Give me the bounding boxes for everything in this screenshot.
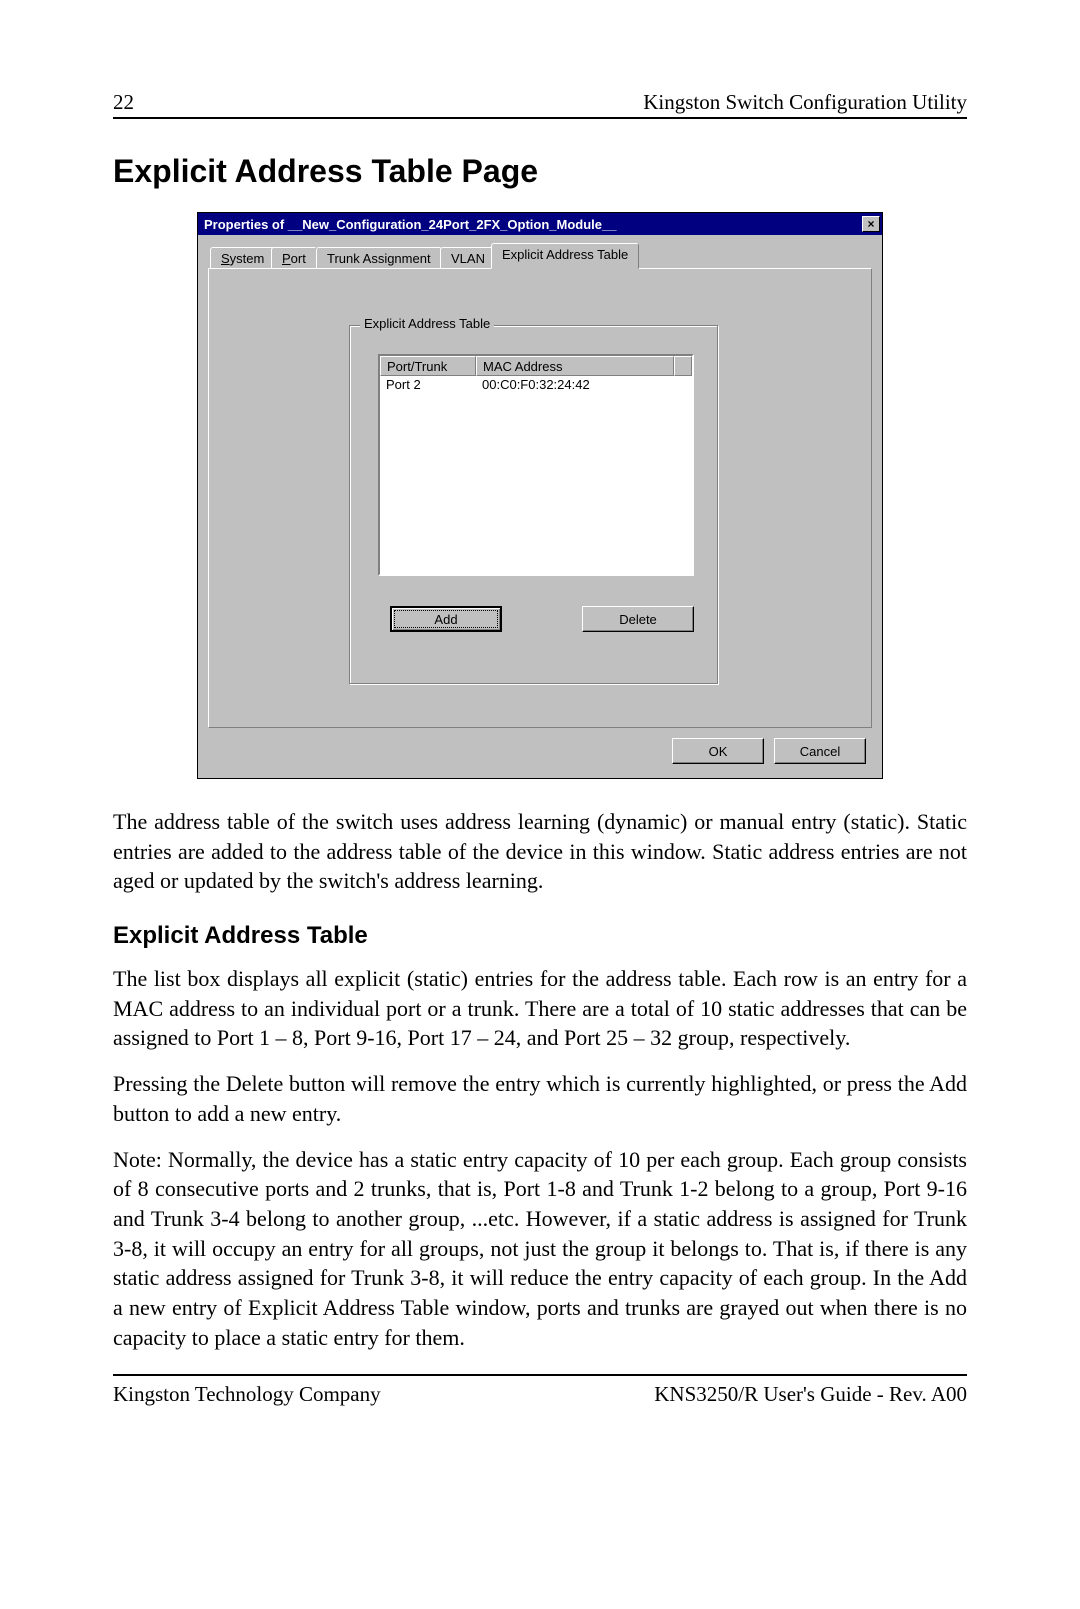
paragraph: The address table of the switch uses add… bbox=[113, 807, 967, 896]
footer-right: KNS3250/R User's Guide - Rev. A00 bbox=[654, 1382, 967, 1407]
col-mac-address[interactable]: MAC Address bbox=[476, 356, 674, 376]
tab-explicit-address-table[interactable]: Explicit Address Table bbox=[491, 243, 639, 269]
delete-button[interactable]: Delete bbox=[582, 606, 694, 632]
paragraph: Note: Normally, the device has a static … bbox=[113, 1145, 967, 1353]
cell-port: Port 2 bbox=[380, 377, 476, 392]
tab-trunk-assignment[interactable]: Trunk Assignment bbox=[316, 247, 442, 269]
explicit-address-groupbox: Explicit Address Table Port/Trunk MAC Ad… bbox=[349, 325, 719, 685]
col-spacer bbox=[674, 356, 692, 376]
cell-mac: 00:C0:F0:32:24:42 bbox=[476, 377, 692, 392]
ok-button[interactable]: OK bbox=[672, 738, 764, 764]
properties-dialog: Properties of __New_Configuration_24Port… bbox=[197, 212, 883, 779]
page-title: Explicit Address Table Page bbox=[113, 153, 967, 190]
paragraph: The list box displays all explicit (stat… bbox=[113, 964, 967, 1053]
tab-strip: System Port Trunk Assignment VLAN Explic… bbox=[208, 243, 872, 269]
tab-port[interactable]: Port bbox=[271, 247, 317, 269]
tab-panel: Explicit Address Table Port/Trunk MAC Ad… bbox=[208, 268, 872, 728]
table-row[interactable]: Port 2 00:C0:F0:32:24:42 bbox=[380, 376, 692, 393]
section-heading: Explicit Address Table bbox=[113, 922, 967, 950]
cancel-button[interactable]: Cancel bbox=[774, 738, 866, 764]
dialog-titlebar: Properties of __New_Configuration_24Port… bbox=[198, 213, 882, 235]
address-table-list[interactable]: Port/Trunk MAC Address Port 2 00:C0:F0:3… bbox=[378, 354, 694, 576]
page-footer: Kingston Technology Company KNS3250/R Us… bbox=[113, 1374, 967, 1407]
close-icon[interactable]: × bbox=[862, 216, 880, 232]
add-button[interactable]: Add bbox=[390, 606, 502, 632]
paragraph: Pressing the Delete button will remove t… bbox=[113, 1069, 967, 1128]
page-header: 22 Kingston Switch Configuration Utility bbox=[113, 90, 967, 119]
footer-left: Kingston Technology Company bbox=[113, 1382, 381, 1407]
dialog-screenshot: Properties of __New_Configuration_24Port… bbox=[197, 212, 883, 779]
doc-title: Kingston Switch Configuration Utility bbox=[643, 90, 967, 115]
tab-system[interactable]: System bbox=[210, 247, 275, 269]
tab-vlan[interactable]: VLAN bbox=[440, 247, 496, 269]
page-number: 22 bbox=[113, 90, 134, 115]
groupbox-label: Explicit Address Table bbox=[360, 316, 494, 331]
col-port-trunk[interactable]: Port/Trunk bbox=[380, 356, 476, 376]
dialog-title: Properties of __New_Configuration_24Port… bbox=[204, 217, 862, 232]
